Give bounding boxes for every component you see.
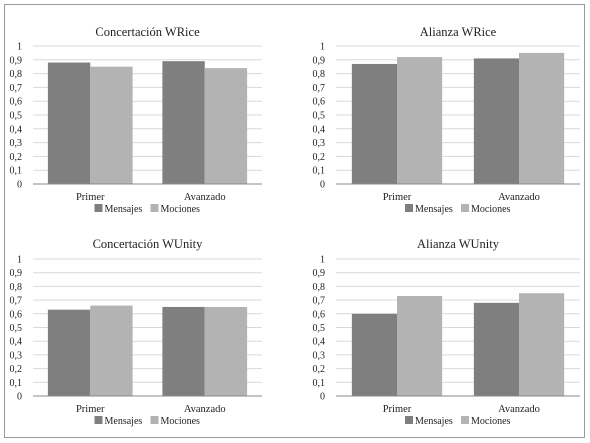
y-tick-label: 0,2 [313, 152, 326, 163]
y-tick-label: 0,1 [313, 378, 326, 389]
y-tick-label: 0,9 [10, 268, 23, 279]
bar-mensajes-primer [351, 313, 397, 396]
legend-label-mensajes: Mensajes [105, 204, 143, 215]
x-category-label: Avanzado [498, 404, 540, 415]
x-category-label: Avanzado [184, 404, 226, 415]
y-tick-label: 0,3 [313, 138, 326, 149]
legend-label-mociones: Mociones [471, 204, 511, 215]
chart-panel-1: Concertación WRice 0 0,1 0,2 0,3 0,4 0,5 0,6 0,7… [10, 25, 262, 215]
bar-mensajes-primer [47, 62, 91, 185]
y-tick-label: 0,4 [313, 124, 326, 135]
y-tick-label: 0,1 [313, 166, 326, 177]
legend-swatch-mociones [461, 204, 469, 212]
bar-mensajes-avanzado [162, 306, 205, 396]
y-tick-label: 0,5 [313, 323, 326, 334]
y-tick-label: 0,5 [10, 111, 23, 122]
legend-swatch-mociones [461, 416, 469, 424]
y-tick-label: 0,7 [313, 83, 326, 94]
y-tick-label: 0,3 [10, 138, 23, 149]
bar-mensajes-avanzado [162, 61, 205, 184]
x-category-label: Primer [76, 404, 105, 415]
y-tick-label: 0 [17, 180, 22, 191]
bar-mociones-primer [397, 57, 443, 184]
legend-label-mociones: Mociones [471, 416, 511, 427]
bar-mociones-avanzado [204, 68, 248, 184]
chart-panel-4: Alianza WUnity 0 0,1 0,2 0,3 0,4 0,5 0,6 0,7 0,8 0… [313, 237, 580, 427]
y-tick-label: 0,8 [10, 69, 23, 80]
x-category-label: Avanzado [184, 192, 226, 203]
y-tick-label: 0,8 [313, 69, 326, 80]
legend-swatch-mensajes [94, 204, 103, 212]
y-tick-label: 0,4 [313, 337, 326, 348]
legend-label-mensajes: Mensajes [105, 416, 143, 427]
bar-mensajes-avanzado [473, 302, 519, 396]
bar-mociones-avanzado [519, 52, 565, 185]
legend-swatch-mensajes [94, 416, 103, 424]
x-category-label: Avanzado [498, 192, 540, 203]
y-tick-label: 0,7 [10, 83, 23, 94]
legend-swatch-mensajes [405, 416, 413, 424]
bar-mensajes-primer [351, 63, 397, 184]
chart-panel-3: Concertación WUnity 0 0,1 0,2 0,3 0,4 0,5 0,6 0,… [10, 237, 262, 427]
bar-mociones-primer [90, 66, 133, 184]
y-tick-label: 0,4 [10, 124, 23, 135]
x-category-label: Primer [76, 192, 105, 203]
y-tick-label: 0,5 [313, 111, 326, 122]
y-tick-label: 0 [320, 180, 325, 191]
y-tick-label: 0,2 [10, 152, 23, 163]
chart-panel-2: Alianza WRice 0 0,1 0,2 0,3 0,4 0,5 0,6 0,7 0,8 0,… [313, 25, 580, 215]
legend-swatch-mociones [150, 204, 159, 212]
y-tick-label: 0 [320, 392, 325, 403]
y-tick-label: 0,7 [313, 296, 326, 307]
y-tick-label: 0,1 [10, 378, 23, 389]
y-tick-label: 0,7 [10, 296, 23, 307]
legend-label-mensajes: Mensajes [415, 416, 453, 427]
y-tick-label: 0,9 [313, 268, 326, 279]
y-tick-label: 0,3 [313, 350, 326, 361]
legend-swatch-mensajes [405, 204, 413, 212]
y-tick-label: 0,2 [313, 364, 326, 375]
y-tick-label: 0,9 [313, 55, 326, 66]
chart-title: Concertación WUnity [93, 237, 204, 251]
y-tick-label: 1 [17, 255, 22, 266]
legend-label-mociones: Mociones [161, 416, 201, 427]
y-tick-label: 0,6 [313, 309, 326, 320]
x-category-label: Primer [383, 192, 412, 203]
chart-title: Alianza WUnity [417, 237, 500, 251]
bar-mociones-primer [397, 295, 443, 396]
bar-mociones-avanzado [204, 306, 248, 396]
x-category-label: Primer [383, 404, 412, 415]
legend-label-mensajes: Mensajes [415, 204, 453, 215]
chart-title: Alianza WRice [420, 25, 497, 39]
chart-title: Concertación WRice [95, 25, 200, 39]
y-tick-label: 0,4 [10, 337, 23, 348]
y-tick-label: 0,6 [313, 97, 326, 108]
y-tick-label: 0 [17, 392, 22, 403]
y-tick-label: 0,1 [10, 166, 23, 177]
legend-swatch-mociones [150, 416, 159, 424]
bar-mociones-primer [90, 305, 133, 396]
legend-label-mociones: Mociones [161, 204, 201, 215]
bar-mensajes-avanzado [473, 58, 519, 184]
y-tick-label: 0,6 [10, 309, 23, 320]
bar-mociones-avanzado [519, 293, 565, 396]
y-tick-label: 1 [17, 42, 22, 53]
y-tick-label: 0,3 [10, 350, 23, 361]
y-tick-label: 0,6 [10, 97, 23, 108]
y-tick-label: 1 [320, 42, 325, 53]
y-tick-label: 0,9 [10, 55, 23, 66]
bar-mensajes-primer [47, 309, 91, 396]
y-tick-label: 0,8 [10, 282, 23, 293]
y-tick-label: 1 [320, 255, 325, 266]
y-tick-label: 0,8 [313, 282, 326, 293]
y-tick-label: 0,2 [10, 364, 23, 375]
y-tick-label: 0,5 [10, 323, 23, 334]
